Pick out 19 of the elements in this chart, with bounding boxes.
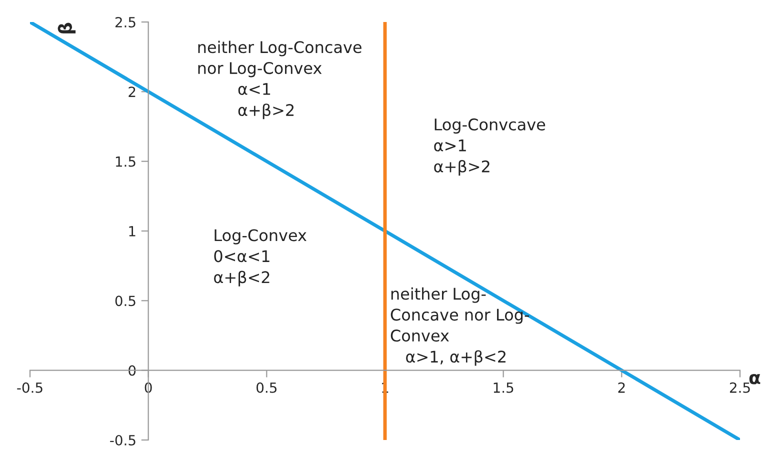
annotation: Log-Convex 0<α<1 α+β<2: [214, 229, 306, 286]
x-tick-label: -0.5: [17, 382, 42, 393]
x-axis-title: α: [749, 374, 760, 384]
annotation: Log-Convcave α>1 α+β>2: [434, 118, 546, 176]
y-tick-label: 2.5: [115, 16, 136, 28]
annotation: neither Log- Concave nor Log- Convex α>1, α+β<2: [390, 287, 529, 366]
y-tick-label: 1: [129, 226, 136, 236]
annotation: neither Log-Concave nor Log-Convex α<1 α+β>2: [198, 40, 362, 120]
y-axis-title: β: [58, 22, 76, 34]
y-tick-label: 2: [128, 86, 136, 97]
y-tick-label: 0: [128, 365, 136, 376]
x-tick-label: 0.5: [256, 382, 276, 393]
x-tick-label: 0: [144, 382, 152, 393]
y-tick-label: 0.5: [115, 296, 136, 306]
y-tick-label: -0.5: [110, 434, 136, 446]
y-tick-label: 1.5: [116, 156, 136, 167]
x-tick-label: 1.5: [494, 382, 514, 393]
x-tick-label: 2.5: [730, 382, 750, 393]
x-tick-label: 2: [618, 382, 625, 393]
